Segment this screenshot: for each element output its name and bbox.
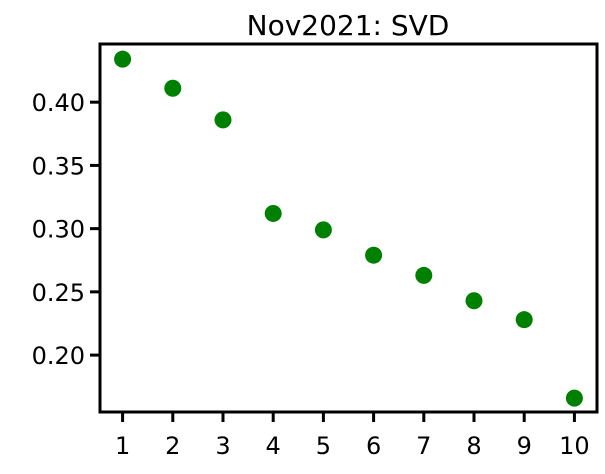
data-point — [314, 221, 332, 239]
data-point — [214, 111, 232, 129]
data-point — [264, 204, 282, 222]
y-tick-label: 0.40 — [32, 89, 85, 117]
y-tick-label: 0.25 — [32, 279, 85, 307]
data-point — [164, 79, 182, 97]
x-tick-label: 7 — [416, 432, 431, 460]
data-point — [114, 50, 132, 68]
x-tick-label: 3 — [215, 432, 230, 460]
y-tick-label: 0.35 — [32, 152, 85, 180]
plot-frame — [98, 42, 599, 414]
x-tick-label: 2 — [165, 432, 180, 460]
x-tick-label: 1 — [115, 432, 130, 460]
x-tick-label: 8 — [466, 432, 481, 460]
data-point — [365, 246, 383, 264]
data-point — [415, 266, 433, 284]
chart-title: Nov2021: SVD — [247, 9, 450, 42]
x-tick-label: 6 — [366, 432, 381, 460]
x-tick-label: 5 — [316, 432, 331, 460]
y-tick-label: 0.30 — [32, 216, 85, 244]
plot-area: 0.20 0.25 0.30 0.35 0.40 1 2 3 4 5 6 7 8 9 10 — [32, 50, 590, 460]
y-tick-label: 0.20 — [32, 342, 85, 370]
x-tick-label: 9 — [517, 432, 532, 460]
data-point — [565, 389, 583, 407]
x-tick-label: 10 — [559, 432, 590, 460]
data-point — [515, 311, 533, 329]
data-point — [465, 292, 483, 310]
x-tick-label: 4 — [266, 432, 281, 460]
